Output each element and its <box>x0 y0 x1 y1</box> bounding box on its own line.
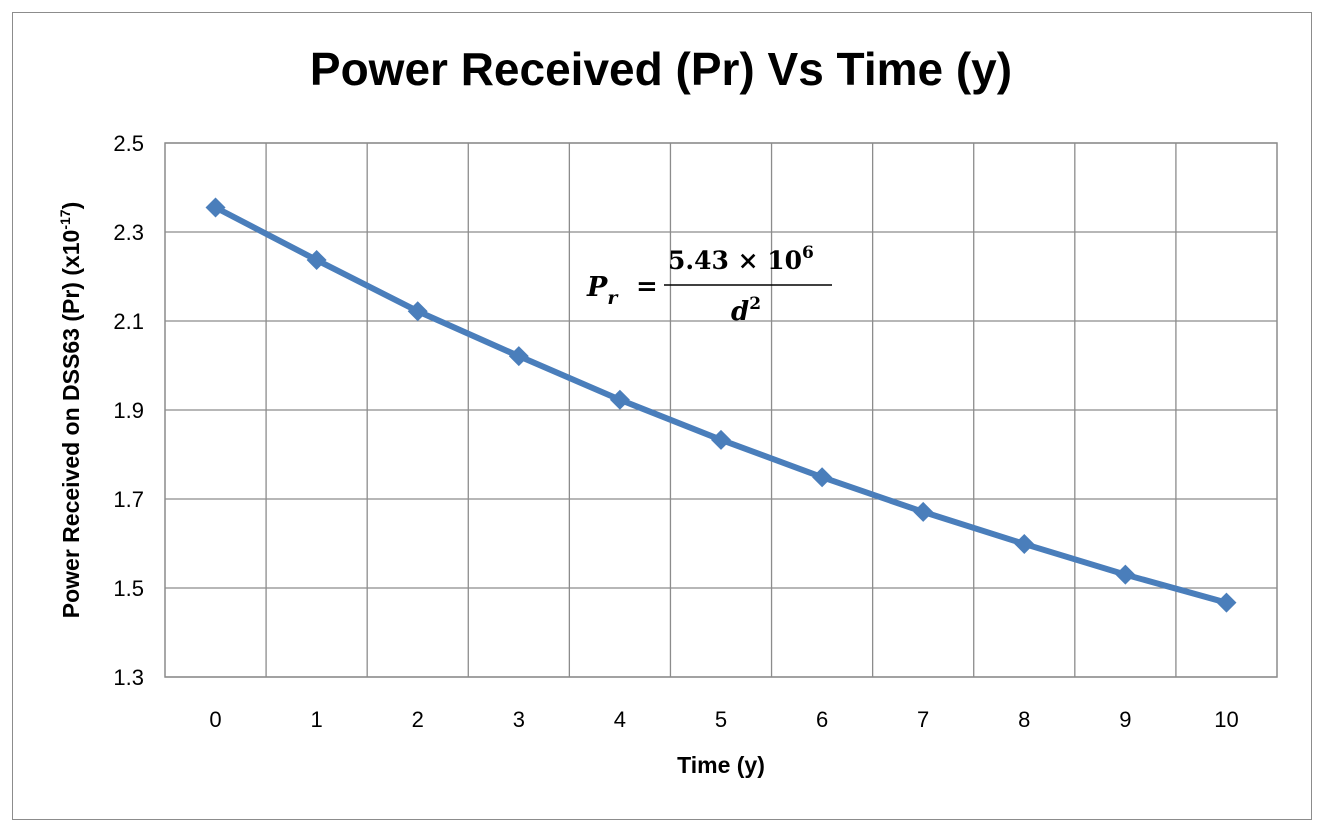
data-point-marker <box>306 250 327 271</box>
y-tick-label: 2.1 <box>113 309 144 334</box>
x-tick-label: 4 <box>614 707 626 732</box>
plot-area-border <box>164 142 1278 678</box>
chart-title: Power Received (Pr) Vs Time (y) <box>309 43 1013 95</box>
formula-numerator: 5.43 × 10 <box>668 246 802 275</box>
data-point-marker <box>812 467 833 488</box>
x-tick-label: 9 <box>1119 707 1131 732</box>
data-point-marker <box>407 301 428 322</box>
formula-annotation: Pr = 5.43 × 106 d2 <box>586 243 832 327</box>
y-tick-labels: 1.3 1.5 1.7 1.9 2.1 2.3 2.5 <box>113 131 144 690</box>
y-tick-label: 1.5 <box>113 576 144 601</box>
svg-text:Pr: Pr <box>586 272 619 309</box>
y-axis-title: Power Received on DSS63 (Pr) (x10-17) <box>57 202 84 619</box>
y-axis-title-main: Power Received on DSS63 (Pr) (x10 <box>58 230 84 619</box>
x-axis-title: Time (y) <box>677 752 765 778</box>
formula-denominator-exponent: 2 <box>749 294 761 314</box>
grid-lines <box>165 142 1277 678</box>
series-layer <box>205 197 1237 613</box>
data-point-marker <box>913 501 934 522</box>
data-point-marker <box>1014 533 1035 554</box>
data-point-marker <box>1115 564 1136 585</box>
formula-lhs: P <box>586 272 608 303</box>
y-axis-title-close: ) <box>58 202 84 210</box>
formula-equals: = <box>636 272 658 302</box>
x-tick-label: 5 <box>715 707 727 732</box>
formula-numerator-exponent: 6 <box>802 243 814 263</box>
svg-text:5.43 × 106: 5.43 × 106 <box>668 243 814 275</box>
data-point-marker <box>1216 592 1237 613</box>
x-tick-label: 3 <box>513 707 525 732</box>
x-tick-labels: 0 1 2 3 4 5 6 7 8 9 10 <box>209 707 1238 732</box>
data-point-marker <box>609 389 630 410</box>
y-tick-label: 2.5 <box>113 131 144 156</box>
x-tick-label: 10 <box>1214 707 1238 732</box>
svg-text:d2: d2 <box>731 294 761 327</box>
data-point-marker <box>508 346 529 367</box>
y-tick-label: 2.3 <box>113 220 144 245</box>
x-tick-label: 0 <box>209 707 221 732</box>
data-point-marker <box>711 429 731 450</box>
x-tick-label: 6 <box>816 707 828 732</box>
data-point-marker <box>205 197 226 218</box>
y-tick-label: 1.3 <box>113 665 144 690</box>
x-tick-label: 2 <box>412 707 424 732</box>
x-tick-label: 8 <box>1018 707 1030 732</box>
y-tick-label: 1.9 <box>113 398 144 423</box>
formula-denominator: d <box>731 297 749 327</box>
y-axis-title-exponent: -17 <box>57 209 73 229</box>
x-tick-label: 1 <box>311 707 323 732</box>
y-tick-label: 1.7 <box>113 487 144 512</box>
formula-lhs-subscript: r <box>607 287 619 309</box>
x-tick-label: 7 <box>917 707 929 732</box>
